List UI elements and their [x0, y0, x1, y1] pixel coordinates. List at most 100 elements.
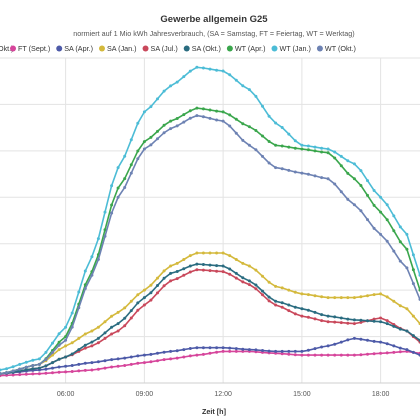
data-point: [136, 361, 140, 365]
legend-marker: [56, 45, 63, 52]
data-point: [110, 332, 114, 336]
data-point: [398, 327, 402, 331]
series-wt-jan: [0, 65, 420, 372]
data-point: [142, 353, 146, 357]
data-point: [195, 346, 199, 350]
data-point: [129, 309, 133, 313]
data-point: [346, 159, 350, 163]
data-point: [90, 340, 94, 344]
data-point: [359, 209, 363, 213]
data-point: [385, 351, 389, 355]
data-point: [274, 121, 278, 125]
data-point: [320, 295, 324, 299]
data-point: [44, 367, 48, 371]
data-point: [116, 195, 120, 199]
data-point: [129, 362, 133, 366]
data-point: [379, 320, 383, 324]
data-point: [333, 296, 337, 300]
legend-item-label: FT (Sept.): [18, 44, 50, 53]
data-point: [405, 307, 409, 311]
data-point: [366, 352, 369, 356]
data-point: [24, 372, 28, 376]
data-point: [241, 122, 245, 126]
data-point: [247, 264, 251, 268]
data-point: [182, 348, 186, 352]
chart-subtitle: normiert auf 1 Mio kWh Jahresverbrauch, …: [73, 29, 354, 38]
data-point: [162, 131, 166, 135]
data-point: [300, 292, 304, 296]
data-point: [261, 293, 264, 297]
data-point: [96, 237, 100, 241]
data-point: [123, 316, 127, 320]
data-point: [221, 119, 225, 123]
series-line: [0, 107, 420, 375]
data-point: [201, 352, 205, 356]
data-point: [149, 291, 153, 295]
data-point: [280, 126, 284, 129]
data-point: [411, 268, 415, 272]
data-point: [267, 349, 271, 353]
data-point: [379, 292, 383, 296]
data-point: [359, 295, 363, 299]
data-point: [208, 346, 212, 350]
data-point: [313, 294, 317, 298]
data-point: [31, 364, 35, 367]
data-point: [83, 346, 87, 350]
data-point: [352, 203, 356, 207]
data-point: [90, 273, 94, 277]
data-point: [208, 351, 212, 355]
data-point: [123, 364, 127, 367]
data-point: [411, 314, 415, 318]
data-point: [70, 341, 74, 345]
data-point: [274, 143, 278, 147]
data-point: [83, 368, 87, 372]
data-point: [215, 346, 219, 350]
legend-item-label: WT (Okt.): [325, 44, 356, 53]
data-point: [261, 349, 264, 352]
data-point: [96, 257, 100, 261]
data-point: [123, 306, 127, 310]
data-point: [116, 322, 120, 326]
data-point: [379, 316, 383, 320]
data-point: [320, 353, 324, 357]
data-point: [83, 269, 87, 273]
data-point: [280, 167, 284, 171]
data-point: [352, 296, 356, 300]
data-point: [215, 264, 219, 268]
data-point: [280, 301, 284, 305]
data-point: [156, 97, 159, 101]
data-point: [234, 271, 238, 275]
data-point: [24, 368, 28, 372]
data-point: [306, 293, 310, 297]
data-point: [306, 315, 310, 319]
data-point: [228, 267, 232, 271]
data-point: [64, 370, 68, 374]
data-point: [320, 176, 324, 180]
data-point: [221, 251, 225, 255]
data-point: [90, 361, 94, 365]
data-point: [195, 251, 199, 255]
data-point: [261, 289, 264, 293]
data-point: [241, 138, 245, 142]
data-point: [103, 359, 107, 363]
data-point: [149, 135, 153, 139]
data-point: [333, 342, 337, 346]
data-point: [162, 284, 166, 288]
data-point: [149, 352, 153, 356]
data-point: [247, 348, 251, 352]
series-line: [0, 66, 420, 371]
data-point: [31, 372, 35, 376]
legend-item-label: SA (Apr.): [64, 44, 93, 53]
legend-item-label: WT (Jan.): [280, 44, 311, 53]
data-point: [313, 353, 317, 357]
data-point: [182, 120, 186, 124]
data-point: [57, 370, 61, 374]
legend-marker: [98, 45, 105, 52]
data-point: [175, 124, 179, 128]
data-point: [215, 350, 219, 354]
data-point: [352, 336, 356, 340]
data-point: [169, 357, 173, 361]
data-point: [241, 349, 245, 353]
data-point: [221, 270, 225, 274]
data-point: [188, 69, 192, 73]
